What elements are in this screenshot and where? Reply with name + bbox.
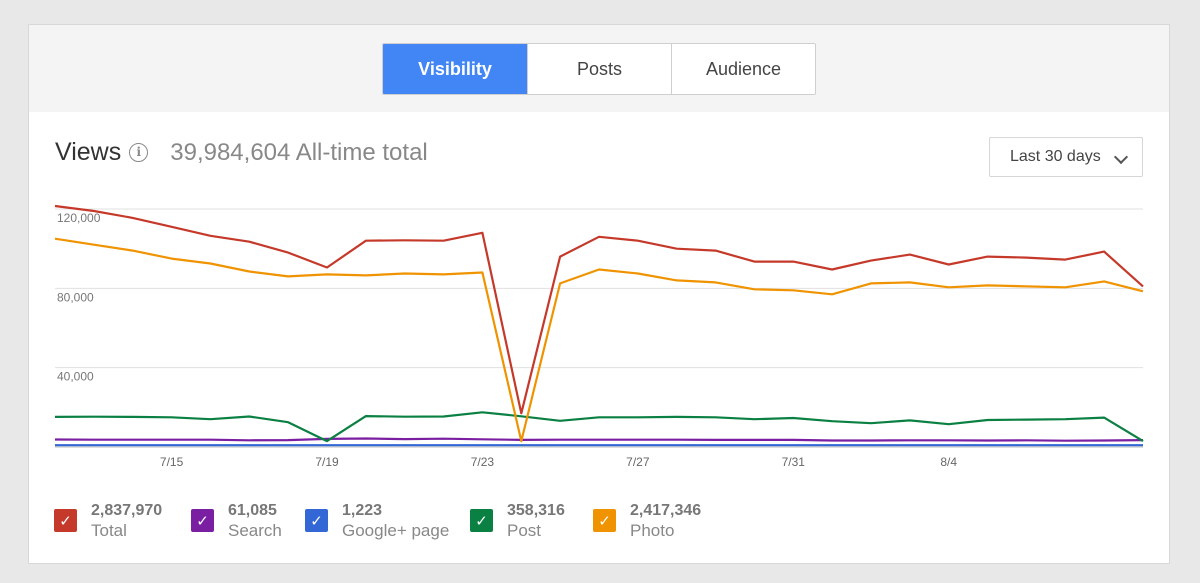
- series-line-photo: [54, 237, 1144, 443]
- legend-value-search: 61,085: [228, 502, 277, 519]
- legend-name-photo: Photo: [630, 521, 675, 540]
- info-icon[interactable]: i: [129, 143, 149, 162]
- y-tick-label: 80,000: [57, 290, 94, 304]
- legend-item-post[interactable]: ✓ 358,316 Post: [470, 501, 565, 541]
- checkbox-total[interactable]: ✓: [54, 509, 77, 532]
- checkbox-google-page[interactable]: ✓: [305, 509, 328, 532]
- tab-visibility[interactable]: Visibility: [383, 44, 527, 94]
- checkbox-photo[interactable]: ✓: [593, 509, 616, 532]
- x-tick-label: 7/23: [471, 455, 495, 469]
- legend-name-google-page: Google+ page: [342, 521, 450, 540]
- tab-bar: Visibility Posts Audience: [29, 25, 1169, 112]
- legend-value-photo: 2,417,346: [630, 502, 702, 519]
- legend-item-photo[interactable]: ✓ 2,417,346 Photo: [593, 501, 701, 541]
- checkbox-search[interactable]: ✓: [191, 509, 214, 532]
- series-line-search: [54, 437, 1144, 442]
- legend-value-total: 2,837,970: [91, 502, 163, 519]
- legend-value-post: 358,316: [507, 502, 565, 519]
- legend-value-google-page: 1,223: [342, 502, 383, 519]
- views-header: Views i 39,984,604 All-time total: [55, 138, 428, 167]
- x-tick-label: 7/31: [782, 455, 806, 469]
- legend-name-total: Total: [91, 521, 127, 540]
- series-line-total: [54, 204, 1144, 415]
- views-total: 39,984,604 All-time total: [170, 138, 428, 166]
- y-tick-label: 120,000: [57, 211, 101, 225]
- analytics-card: Visibility Posts Audience Views i 39,984…: [28, 24, 1170, 564]
- date-range-label: Last 30 days: [1010, 148, 1101, 165]
- legend-name-post: Post: [507, 521, 542, 540]
- views-title: Views: [55, 138, 122, 166]
- views-line-chart: 40,000 80,000 120,000 7/15 7/19 7/23 7/27 7/31 8…: [54, 204, 1144, 469]
- y-tick-label: 40,000: [57, 370, 94, 384]
- checkbox-post[interactable]: ✓: [470, 509, 493, 532]
- tab-posts[interactable]: Posts: [527, 44, 671, 94]
- tab-group: Visibility Posts Audience: [382, 43, 816, 95]
- legend-item-search[interactable]: ✓ 61,085 Search: [191, 501, 282, 541]
- legend-item-google-page[interactable]: ✓ 1,223 Google+ page: [305, 501, 449, 541]
- x-tick-label: 7/15: [160, 455, 184, 469]
- legend-item-total[interactable]: ✓ 2,837,970 Total: [54, 501, 162, 541]
- series-line-post: [54, 411, 1144, 443]
- date-range-select[interactable]: Last 30 days: [989, 137, 1143, 177]
- x-tick-label: 7/19: [315, 455, 339, 469]
- tab-audience[interactable]: Audience: [671, 44, 815, 94]
- x-tick-label: 8/4: [940, 455, 957, 469]
- x-tick-label: 7/27: [626, 455, 650, 469]
- legend-name-search: Search: [228, 521, 282, 540]
